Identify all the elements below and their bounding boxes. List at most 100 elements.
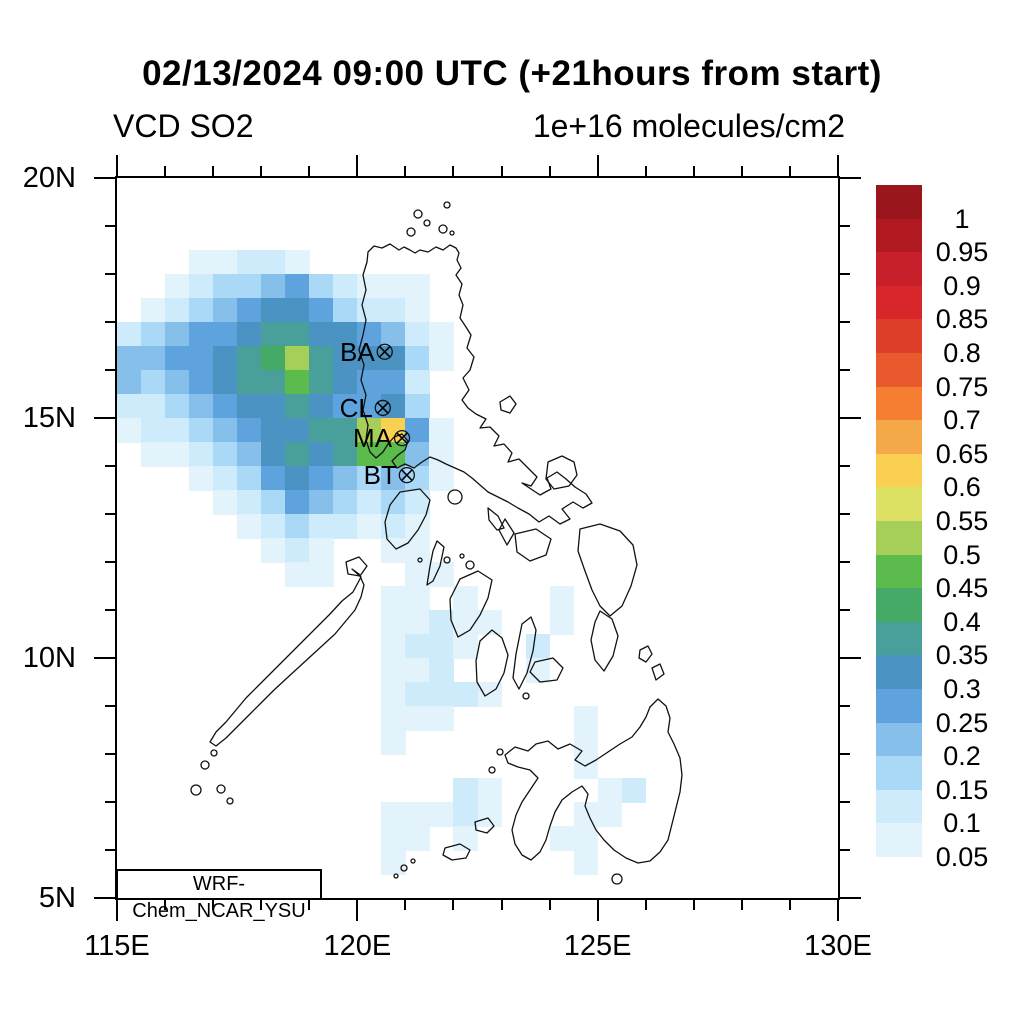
so2-cell <box>261 490 286 515</box>
so2-cell <box>189 418 214 443</box>
so2-cell <box>285 370 310 395</box>
axis-tick <box>838 801 850 803</box>
colorbar <box>876 185 922 858</box>
axis-tick <box>838 273 850 275</box>
so2-cell <box>189 370 214 395</box>
so2-cell <box>309 394 334 419</box>
variable-label: VCD SO2 <box>113 108 254 144</box>
so2-cell <box>429 802 455 827</box>
so2-cell <box>453 586 479 611</box>
so2-cell <box>141 370 166 395</box>
axis-tick <box>404 898 407 910</box>
so2-cell <box>405 826 431 851</box>
so2-cell <box>285 538 310 563</box>
so2-cell <box>261 466 286 491</box>
so2-cell <box>261 250 286 275</box>
so2-cell <box>141 298 166 323</box>
so2-cell <box>117 322 142 347</box>
so2-cell <box>405 562 431 587</box>
colorbar-label: 0.2 <box>943 741 981 772</box>
so2-cell <box>285 466 310 491</box>
so2-cell <box>477 778 503 803</box>
axis-tick <box>838 177 861 179</box>
axis-tick <box>548 898 551 910</box>
so2-cell <box>381 490 406 515</box>
so2-cell <box>237 250 262 275</box>
so2-cell <box>261 394 286 419</box>
so2-cell <box>213 346 238 371</box>
so2-cell <box>405 274 431 299</box>
so2-cell <box>237 490 262 515</box>
x-tick-label-125e: 125E <box>563 930 632 962</box>
colorbar-segment <box>876 689 922 724</box>
axis-tick <box>500 898 503 910</box>
so2-cell <box>333 466 358 491</box>
so2-cell <box>333 442 358 467</box>
colorbar-segment <box>876 252 922 287</box>
so2-cell <box>357 394 382 419</box>
axis-tick <box>838 897 861 899</box>
so2-cell <box>309 298 334 323</box>
so2-cell <box>549 610 575 635</box>
axis-tick <box>838 225 850 227</box>
so2-cell <box>237 394 262 419</box>
mindanao-coastline <box>393 645 683 885</box>
so2-cell <box>477 610 503 635</box>
so2-cell <box>237 418 262 443</box>
so2-cell <box>453 682 479 707</box>
so2-cell <box>405 610 431 635</box>
axis-tick <box>356 155 359 178</box>
so2-cell <box>405 322 431 347</box>
colorbar-segment <box>876 185 922 220</box>
colorbar-label: 0.25 <box>935 707 989 738</box>
axis-tick <box>692 898 695 910</box>
so2-cell <box>573 730 599 755</box>
model-label-box: WRF-Chem_NCAR_YSU <box>116 869 322 922</box>
axis-tick <box>692 166 695 178</box>
station-marker-ba <box>376 343 393 360</box>
axis-tick <box>356 898 359 921</box>
so2-cell <box>261 514 286 539</box>
so2-cell <box>381 538 406 563</box>
axis-tick <box>404 166 407 178</box>
so2-cell <box>405 298 431 323</box>
axis-tick <box>452 166 455 178</box>
so2-cell <box>381 370 406 395</box>
so2-cell <box>597 778 623 803</box>
station-label-ma: MA <box>353 423 393 454</box>
axis-tick <box>596 898 599 921</box>
colorbar-label: 0.7 <box>943 405 981 436</box>
so2-cell <box>429 682 455 707</box>
station-marker-bt <box>398 466 415 484</box>
so2-cell <box>237 298 262 323</box>
so2-cell <box>285 346 310 371</box>
axis-tick <box>105 609 117 611</box>
axis-tick <box>105 753 117 755</box>
so2-cell <box>285 418 310 443</box>
station-label-bt: BT <box>363 460 397 491</box>
station-marker-cl <box>374 399 391 417</box>
so2-cell <box>573 754 599 779</box>
so2-cell <box>333 346 358 371</box>
palawan-coastline <box>190 556 368 805</box>
so2-cell <box>357 274 382 299</box>
so2-cell <box>405 802 431 827</box>
colorbar-label: 0.6 <box>943 472 981 503</box>
axis-tick <box>105 561 117 563</box>
axis-tick <box>838 513 850 515</box>
station-label-ba: BA <box>340 336 375 367</box>
so2-cell <box>381 610 406 635</box>
so2-cell <box>429 346 455 371</box>
axis-tick <box>105 513 117 515</box>
so2-cell <box>357 442 382 467</box>
so2-cell <box>165 394 190 419</box>
colorbar-segment <box>876 319 922 354</box>
so2-cell <box>165 442 190 467</box>
so2-cell <box>165 274 190 299</box>
so2-cell <box>381 322 406 347</box>
so2-cell <box>261 274 286 299</box>
so2-cell <box>573 850 599 875</box>
axis-tick <box>105 801 117 803</box>
so2-cell <box>357 490 382 515</box>
